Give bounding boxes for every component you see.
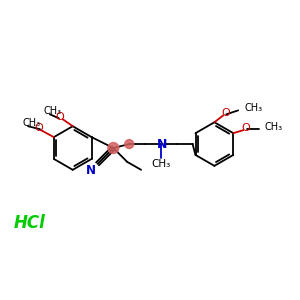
Text: HCl: HCl bbox=[13, 214, 45, 232]
Text: CH₃: CH₃ bbox=[151, 159, 170, 169]
Text: CH₃: CH₃ bbox=[265, 122, 283, 132]
Text: O: O bbox=[221, 108, 230, 118]
Text: O: O bbox=[34, 123, 43, 133]
Circle shape bbox=[108, 142, 119, 154]
Text: N: N bbox=[157, 138, 167, 151]
Circle shape bbox=[125, 140, 134, 148]
Text: CH₃: CH₃ bbox=[22, 118, 40, 128]
Text: CH₃: CH₃ bbox=[244, 103, 262, 113]
Text: N: N bbox=[85, 164, 96, 177]
Text: O: O bbox=[56, 112, 64, 122]
Text: CH₃: CH₃ bbox=[44, 106, 62, 116]
Text: O: O bbox=[242, 123, 250, 133]
